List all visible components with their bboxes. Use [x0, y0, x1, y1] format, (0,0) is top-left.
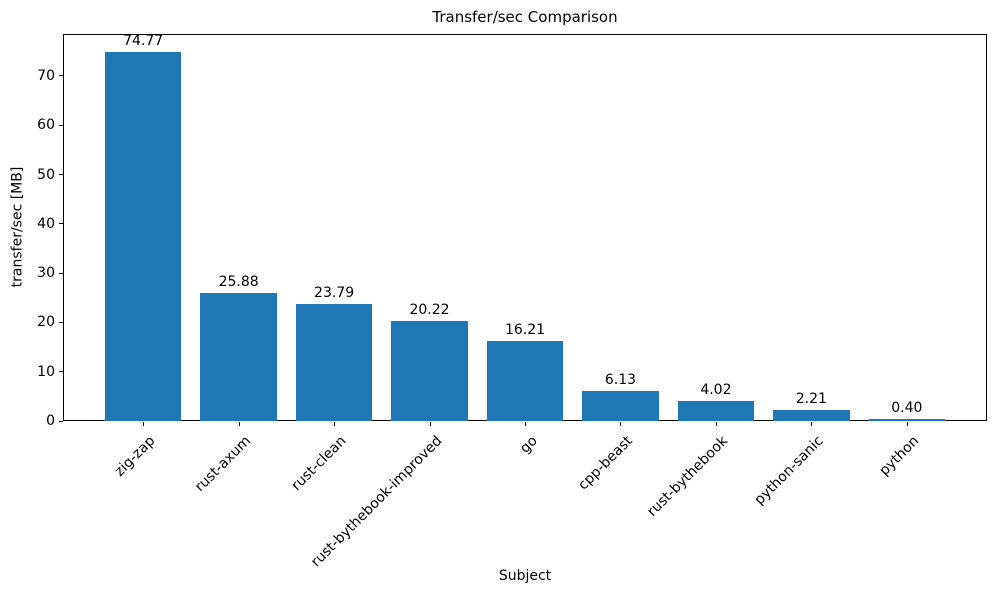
- y-tick-mark: [59, 371, 63, 373]
- x-tick-label: cpp-beast: [575, 433, 636, 494]
- y-tick-mark: [59, 75, 63, 77]
- bar: [677, 401, 755, 421]
- bar: [391, 321, 468, 421]
- bar-value-label: 25.88: [218, 274, 259, 291]
- y-tick-label: 30: [37, 265, 55, 282]
- x-tick-mark: [334, 422, 336, 426]
- y-tick-label: 70: [37, 67, 55, 84]
- bar-value-label: 16.21: [504, 322, 546, 339]
- bar-value-label: 2.21: [795, 391, 827, 408]
- y-tick-mark: [59, 124, 63, 126]
- y-tick-label: 40: [37, 215, 55, 232]
- x-tick-label: python: [876, 433, 923, 479]
- y-tick-label: 60: [37, 117, 55, 134]
- y-tick-mark: [59, 174, 63, 176]
- y-tick-mark: [59, 272, 63, 274]
- x-axis-label: Subject: [498, 568, 552, 584]
- bar: [105, 52, 182, 421]
- bar: [773, 410, 850, 421]
- x-tick-mark: [238, 422, 240, 426]
- x-tick-label: rust-bythebook: [644, 433, 732, 520]
- bar-value-label: 74.77: [123, 33, 164, 50]
- x-tick-label: zig-zap: [111, 433, 159, 480]
- bar-value-label: 23.79: [314, 284, 355, 301]
- y-tick-label: 10: [37, 363, 55, 380]
- bar-value-label: 0.40: [891, 400, 923, 417]
- bar: [295, 303, 373, 421]
- x-tick-mark: [620, 422, 622, 426]
- y-tick-mark: [59, 420, 63, 422]
- y-tick-mark: [59, 321, 63, 323]
- x-tick-label: go: [516, 433, 541, 457]
- x-tick-mark: [429, 422, 431, 426]
- y-tick-label: 20: [37, 314, 55, 331]
- x-tick-mark: [143, 422, 145, 426]
- x-tick-label: python-sanic: [751, 433, 827, 509]
- bar: [200, 293, 277, 421]
- y-tick-label: 50: [37, 166, 55, 183]
- y-tick-label: 0: [46, 413, 55, 429]
- bar-value-label: 20.22: [409, 302, 450, 319]
- bar-value-label: 4.02: [700, 382, 732, 399]
- y-tick-mark: [59, 223, 63, 225]
- x-tick-label: rust-axum: [191, 433, 254, 496]
- bar: [582, 390, 659, 421]
- chart-title: Transfer/sec Comparison: [432, 8, 618, 26]
- x-tick-mark: [715, 422, 717, 426]
- x-tick-label: rust-clean: [288, 433, 350, 494]
- bar: [486, 341, 564, 421]
- x-tick-mark: [525, 422, 526, 426]
- x-tick-mark: [906, 422, 908, 426]
- x-tick-mark: [811, 422, 813, 426]
- bar-value-label: 6.13: [604, 371, 637, 388]
- bar: [868, 419, 945, 421]
